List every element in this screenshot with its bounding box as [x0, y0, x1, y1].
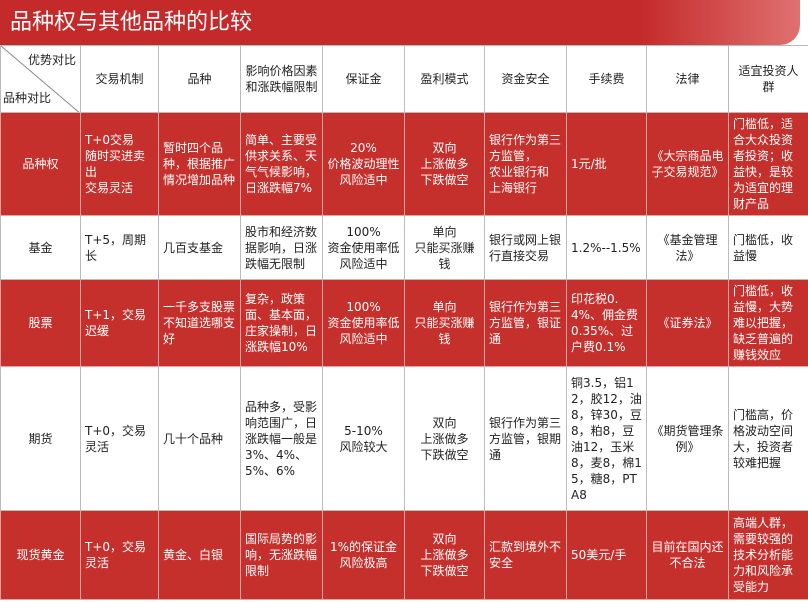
table-row: 现货黄金 T+0，交易灵活 黄金、白银 国际局势的影响，无涨跌幅限制 1%的保证金 风险…	[0, 510, 808, 600]
table-cell: 双向 上涨做多 下跌做空	[404, 112, 485, 216]
table-cell: 银行或网上银行直接交易	[484, 215, 567, 280]
table-cell: 银行作为第三方监管，银证通	[484, 279, 567, 367]
table-cell: 双向 上涨做多 下跌做空	[404, 510, 485, 600]
column-header: 盈利模式	[404, 45, 485, 113]
row-label: 股票	[0, 279, 81, 367]
corner-bottom: 品种对比	[3, 91, 52, 105]
table-cell: T+1，交易迟缓	[80, 279, 159, 367]
table-cell: 门槛低，适合大众投资者投资；收益快，是较为适宜的理财产品	[728, 112, 808, 216]
table-cell: 1.2%--1.5%	[566, 215, 647, 280]
table-cell: 目前在国内还不合法	[646, 510, 729, 600]
table-cell: 100% 资金使用率低 风险适中	[322, 215, 405, 280]
table-cell: T+0，交易灵活	[80, 366, 159, 511]
table-cell: 20% 价格波动理性 风险适中	[322, 112, 405, 216]
table-cell: 100% 资金使用率低 风险适中	[322, 279, 405, 367]
row-label: 品种权	[0, 112, 81, 216]
table-cell: 品种多，受影响范围广，日涨跌幅一般是3%、4%、5%、6%	[240, 366, 323, 511]
table-cell: 银行作为第三方监管，银期通	[484, 366, 567, 511]
table-cell: 暂时四个品种，根据推广情况增加品种	[158, 112, 241, 216]
table-cell: 门槛低，收益慢	[728, 215, 808, 280]
table-row: 股票 T+1，交易迟缓 一千多支股票不知道选哪支好 复杂，政策面、基本面，庄家操制，日…	[0, 279, 808, 367]
table-cell: 铜3.5，铝12，胶12，油8，锌30，豆8，粕8，豆油12，玉米8，麦8，棉1…	[566, 366, 647, 511]
column-header: 影响价格因素和涨跌幅限制	[240, 45, 323, 113]
row-label: 现货黄金	[0, 510, 81, 600]
table-cell: T+0，交易灵活	[80, 510, 159, 600]
table-row: 基金 T+5，周期长 几百支基金 股市和经济数据影响，日涨跌幅无限制 100% 资金使用…	[0, 215, 808, 280]
column-header: 品种	[158, 45, 241, 113]
table-cell: 1%的保证金 风险极高	[322, 510, 405, 600]
table-cell: 印花税0.4%、佣金费0.35%、过户费0.1%	[566, 279, 647, 367]
table-cell: 门槛低，收益慢，大势难以把握，缺乏普遍的赚钱效应	[728, 279, 808, 367]
table-cell: 《证券法》	[646, 279, 729, 367]
table-cell: 复杂，政策面、基本面，庄家操制，日涨跌幅10%	[240, 279, 323, 367]
table-cell: 几十个品种	[158, 366, 241, 511]
table-cell: 50美元/手	[566, 510, 647, 600]
table-cell: 《期货管理条例》	[646, 366, 729, 511]
table-cell: 门槛高，价格波动空间大，投资者较难把握	[728, 366, 808, 511]
column-header: 手续费	[566, 45, 647, 113]
diagonal	[1, 46, 79, 112]
table-cell: 黄金、白银	[158, 510, 241, 600]
table-cell: 几百支基金	[158, 215, 241, 280]
table-cell: 银行作为第三方监管， 农业银行和 上海银行	[484, 112, 567, 216]
table-cell: 单向 只能买涨赚钱	[404, 215, 485, 280]
table-row: 品种权 T+0交易 随时买进卖出 交易灵活 暂时四个品种，根据推广情况增加品种 简单、…	[0, 112, 808, 216]
column-header: 法律	[646, 45, 729, 113]
table-cell: 1元/批	[566, 112, 647, 216]
table-cell: 高端人群，需要较强的技术分析能力和风险承受能力	[728, 510, 808, 600]
row-label: 基金	[0, 215, 81, 280]
comparison-table: 优势对比 品种对比 交易机制 品种 影响价格因素和涨跌幅限制 保证金 盈利模式 资金安全手…	[0, 45, 808, 600]
table-cell: 简单、主要受供求关系、天气气候影响，日涨跌幅7%	[240, 112, 323, 216]
header-row: 优势对比 品种对比 交易机制 品种 影响价格因素和涨跌幅限制 保证金 盈利模式 资金安全手…	[0, 45, 808, 113]
table-cell: 一千多支股票不知道选哪支好	[158, 279, 241, 367]
table-cell: 《大宗商品电子交易规范》	[646, 112, 729, 216]
row-label: 期货	[0, 366, 81, 511]
table-cell: 国际局势的影响，无涨跌幅限制	[240, 510, 323, 600]
corner-top: 优势对比	[27, 53, 76, 67]
corner-cell: 优势对比 品种对比	[0, 45, 81, 113]
column-header: 资金安全	[484, 45, 567, 113]
column-header: 交易机制	[80, 45, 159, 113]
column-header: 适宜投资人群	[728, 45, 808, 113]
column-header: 保证金	[322, 45, 405, 113]
table-cell: T+0交易 随时买进卖出 交易灵活	[80, 112, 159, 216]
table-cell: 5-10% 风险较大	[322, 366, 405, 511]
slide-title: 品种权与其他品种的比较	[0, 0, 800, 45]
table-row: 期货 T+0，交易灵活 几十个品种 品种多，受影响范围广，日涨跌幅一般是3%、4%、5…	[0, 366, 808, 511]
table-cell: T+5，周期长	[80, 215, 159, 280]
table-cell: 《基金管理法》	[646, 215, 729, 280]
table-cell: 汇款到境外不安全	[484, 510, 567, 600]
table-cell: 股市和经济数据影响，日涨跌幅无限制	[240, 215, 323, 280]
table-cell: 单向 只能买涨赚钱	[404, 279, 485, 367]
table-cell: 双向 上涨做多 下跌做空	[404, 366, 485, 511]
